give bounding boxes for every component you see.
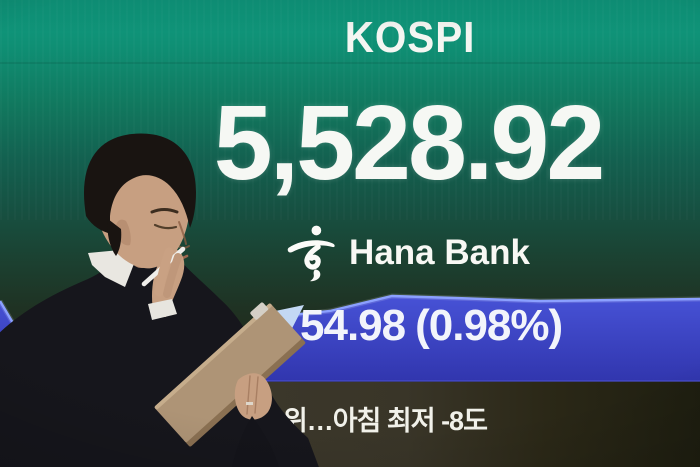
chart-area-fill (0, 296, 700, 381)
person-finger-2 (163, 253, 182, 298)
person-hair (83, 133, 196, 234)
panel-seam-line (0, 62, 700, 64)
person-finger-1 (154, 247, 174, 297)
person-eyebrow (150, 208, 179, 214)
index-change: 54.98 (0.98%) (300, 301, 563, 350)
clipboard-clip (250, 302, 269, 320)
person-sideburn (107, 219, 122, 256)
person-hand-finger-lines (246, 375, 259, 415)
index-name: KOSPI (344, 13, 476, 62)
bank-name: Hana Bank (349, 233, 530, 272)
person-sweater (0, 256, 319, 467)
shirt-cuff (148, 299, 177, 320)
change-percent: (0.98%) (415, 301, 563, 350)
ring (246, 402, 253, 405)
person-forearm-sleeve (232, 416, 279, 467)
bank-logo: Hana Bank (286, 224, 530, 282)
person-closed-eye (153, 223, 178, 230)
change-value: 54.98 (300, 301, 406, 350)
hana-bank-symbol-icon (287, 225, 335, 282)
person-hand-clipboard (234, 373, 272, 420)
index-value: 5,528.92 (213, 84, 606, 202)
